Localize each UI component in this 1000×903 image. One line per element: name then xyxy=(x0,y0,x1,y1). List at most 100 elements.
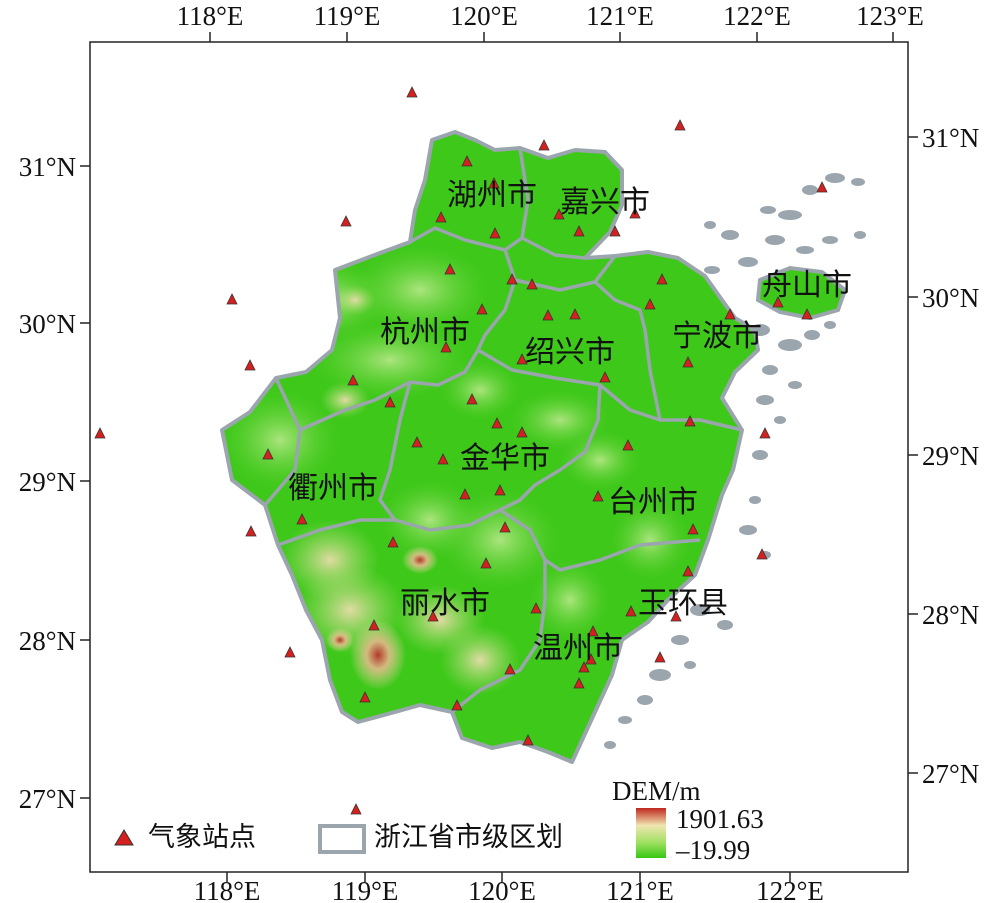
station-marker xyxy=(682,356,694,368)
legend-station-label: 气象站点 xyxy=(148,822,256,853)
tick-bottom-1: 119°E xyxy=(332,876,399,903)
station-marker xyxy=(226,293,238,305)
legend-dem-max: 1901.63 xyxy=(676,804,764,834)
station-marker xyxy=(516,426,528,438)
station-marker xyxy=(466,393,478,405)
station-marker xyxy=(625,605,637,617)
tick-left-1: 30°N xyxy=(19,309,76,339)
station-marker xyxy=(340,215,352,227)
station-marker xyxy=(644,298,656,310)
station-marker xyxy=(772,296,784,308)
station-marker xyxy=(573,677,585,689)
legend-dem-colorbar xyxy=(636,808,666,858)
station-marker xyxy=(499,521,511,533)
legend-station-icon xyxy=(114,829,134,846)
station-marker xyxy=(435,211,447,223)
station-layer xyxy=(94,86,828,815)
station-marker xyxy=(459,488,471,500)
tick-top-2: 120°E xyxy=(450,1,518,31)
station-marker xyxy=(573,225,585,237)
legend-dem-min: –19.99 xyxy=(675,835,750,865)
station-marker xyxy=(585,653,597,665)
station-marker xyxy=(437,453,449,465)
tick-right-3: 28°N xyxy=(922,600,979,630)
station-marker xyxy=(599,371,611,383)
station-marker xyxy=(816,181,828,193)
station-marker xyxy=(684,415,696,427)
right-tick-labels: 31°N 30°N 29°N 28°N 27°N xyxy=(922,123,979,789)
legend-boundary-label: 浙江省市级区划 xyxy=(374,822,563,853)
city-label-shaoxing: 绍兴市 xyxy=(525,335,615,370)
tick-top-5: 123°E xyxy=(856,1,924,31)
city-label-yuhuan: 玉环县 xyxy=(638,586,728,621)
tick-top-4: 122°E xyxy=(723,1,791,31)
tick-left-2: 29°N xyxy=(19,467,76,497)
station-marker xyxy=(245,525,257,537)
station-marker xyxy=(587,625,599,637)
station-marker xyxy=(629,207,641,219)
legend-dem-title: DEM/m xyxy=(612,776,701,806)
left-tick-labels: 31°N 30°N 29°N 28°N 27°N xyxy=(19,152,76,814)
station-marker xyxy=(526,278,538,290)
station-marker xyxy=(387,536,399,548)
station-marker xyxy=(682,565,694,577)
city-label-quzhou: 衢州市 xyxy=(288,471,378,506)
city-label-taizhou: 台州市 xyxy=(608,485,698,520)
tick-right-2: 29°N xyxy=(922,441,979,471)
station-marker xyxy=(522,734,534,746)
tick-left-4: 27°N xyxy=(19,784,76,814)
station-marker xyxy=(553,208,565,220)
station-marker xyxy=(461,155,473,167)
station-marker xyxy=(592,490,604,502)
city-label-wenzhou: 温州市 xyxy=(533,631,623,666)
station-marker xyxy=(506,273,518,285)
station-marker xyxy=(480,557,492,569)
tick-right-0: 31°N xyxy=(922,123,979,153)
station-marker xyxy=(296,513,308,525)
city-boundary-layer xyxy=(263,147,743,714)
station-marker xyxy=(670,610,682,622)
legend: 气象站点 浙江省市级区划 DEM/m 1901.63 –19.99 xyxy=(114,776,764,865)
station-marker xyxy=(674,119,686,131)
station-marker xyxy=(489,227,501,239)
station-marker xyxy=(578,661,590,673)
station-marker xyxy=(368,619,380,631)
station-marker xyxy=(488,177,500,189)
station-marker xyxy=(444,263,456,275)
bottom-tick-labels: 118°E 119°E 120°E 121°E 122°E xyxy=(194,876,824,903)
station-marker xyxy=(687,523,699,535)
station-marker xyxy=(350,803,362,815)
tick-top-0: 118°E xyxy=(177,1,244,31)
station-marker xyxy=(654,651,666,663)
tick-right-4: 27°N xyxy=(922,759,979,789)
station-marker xyxy=(411,436,423,448)
station-marker xyxy=(491,417,503,429)
station-marker xyxy=(244,359,256,371)
station-marker xyxy=(530,602,542,614)
station-marker xyxy=(94,427,106,439)
station-marker xyxy=(622,439,634,451)
station-marker xyxy=(476,303,488,315)
city-label-ningbo: 宁波市 xyxy=(672,319,762,354)
station-marker xyxy=(359,691,371,703)
city-label-jiaxing: 嘉兴市 xyxy=(560,185,650,220)
station-marker xyxy=(262,448,274,460)
station-marker xyxy=(440,341,452,353)
axis-ticks xyxy=(80,32,918,882)
station-marker xyxy=(347,374,359,386)
city-label-jinhua: 金华市 xyxy=(460,441,550,476)
city-label-layer: 湖州市 嘉兴市 舟山市 杭州市 绍兴市 宁波市 金华市 衢州市 台州市 丽水市 … xyxy=(288,178,852,666)
station-marker xyxy=(724,308,736,320)
station-marker xyxy=(609,225,621,237)
station-marker xyxy=(656,273,668,285)
city-label-huzhou: 湖州市 xyxy=(447,178,537,213)
station-marker xyxy=(801,308,813,320)
station-marker xyxy=(284,646,296,658)
tick-top-1: 119°E xyxy=(314,1,381,31)
tick-bottom-4: 122°E xyxy=(756,876,824,903)
station-marker xyxy=(759,427,771,439)
tick-left-3: 28°N xyxy=(19,626,76,656)
city-label-lishui: 丽水市 xyxy=(400,586,490,621)
tick-top-3: 121°E xyxy=(586,1,654,31)
